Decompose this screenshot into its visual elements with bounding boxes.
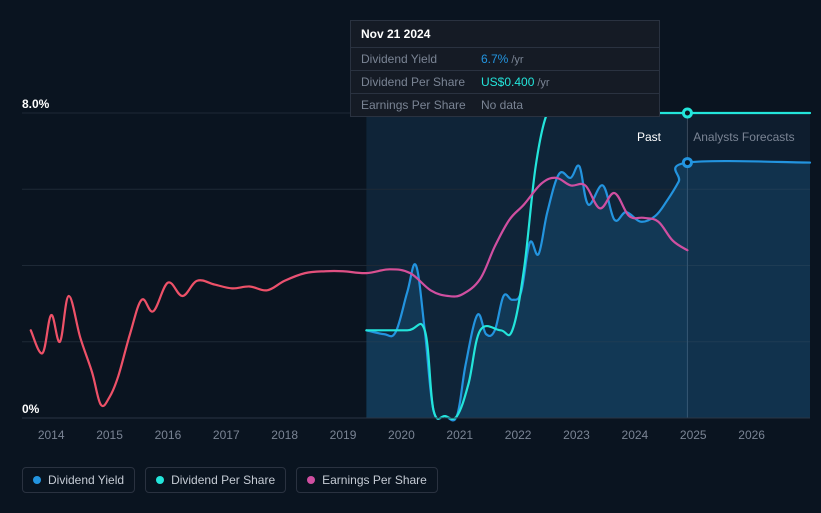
legend-item[interactable]: Dividend Per Share — [145, 467, 286, 493]
legend-item[interactable]: Dividend Yield — [22, 467, 135, 493]
x-axis-tick: 2021 — [446, 428, 473, 442]
x-axis-tick: 2015 — [96, 428, 123, 442]
x-axis-tick: 2024 — [622, 428, 649, 442]
dividend-chart: 0% 8.0% 2014 2015 2016 2017 2018 2019 2020 2021 2… — [0, 0, 821, 508]
legend-label: Dividend Yield — [48, 473, 124, 487]
legend-item[interactable]: Earnings Per Share — [296, 467, 438, 493]
dividend-per-share-marker-inner — [685, 111, 690, 116]
y-axis-label: 0% — [22, 402, 39, 416]
x-axis-tick: 2020 — [388, 428, 415, 442]
tooltip-row-suffix: /yr — [511, 54, 523, 66]
x-axis-tick: 2025 — [680, 428, 707, 442]
tooltip-title: Nov 21 2024 — [351, 21, 659, 48]
tooltip-row-label: Dividend Per Share — [361, 75, 481, 89]
tooltip-row-value: 6.7% — [481, 52, 508, 66]
x-axis-tick: 2019 — [330, 428, 357, 442]
chart-legend: Dividend Yield Dividend Per Share Earnings… — [22, 467, 438, 493]
tooltip-row-label: Earnings Per Share — [361, 98, 481, 112]
tooltip-row: Earnings Per ShareNo data — [351, 94, 659, 116]
past-region-label: Past — [637, 130, 661, 144]
forecast-region-label: Analysts Forecasts — [693, 130, 794, 144]
x-axis-tick: 2023 — [563, 428, 590, 442]
tooltip-row: Dividend Per ShareUS$0.400/yr — [351, 71, 659, 94]
tooltip-row-label: Dividend Yield — [361, 52, 481, 66]
x-axis-tick: 2022 — [505, 428, 532, 442]
x-axis-tick: 2017 — [213, 428, 240, 442]
tooltip-row-value: US$0.400 — [481, 75, 534, 89]
legend-swatch — [33, 476, 41, 484]
x-axis-tick: 2018 — [271, 428, 298, 442]
x-axis-tick: 2014 — [38, 428, 65, 442]
x-axis-tick: 2016 — [155, 428, 182, 442]
legend-swatch — [156, 476, 164, 484]
legend-swatch — [307, 476, 315, 484]
tooltip-row-suffix: /yr — [537, 77, 549, 89]
tooltip-row: Dividend Yield6.7%/yr — [351, 48, 659, 71]
dividend-yield-marker-inner — [685, 160, 690, 165]
legend-label: Dividend Per Share — [171, 473, 275, 487]
chart-tooltip: Nov 21 2024 Dividend Yield6.7%/yrDividen… — [350, 20, 660, 117]
legend-label: Earnings Per Share — [322, 473, 427, 487]
x-axis-tick: 2026 — [738, 428, 765, 442]
tooltip-row-value: No data — [481, 98, 523, 112]
y-axis-label: 8.0% — [22, 97, 49, 111]
